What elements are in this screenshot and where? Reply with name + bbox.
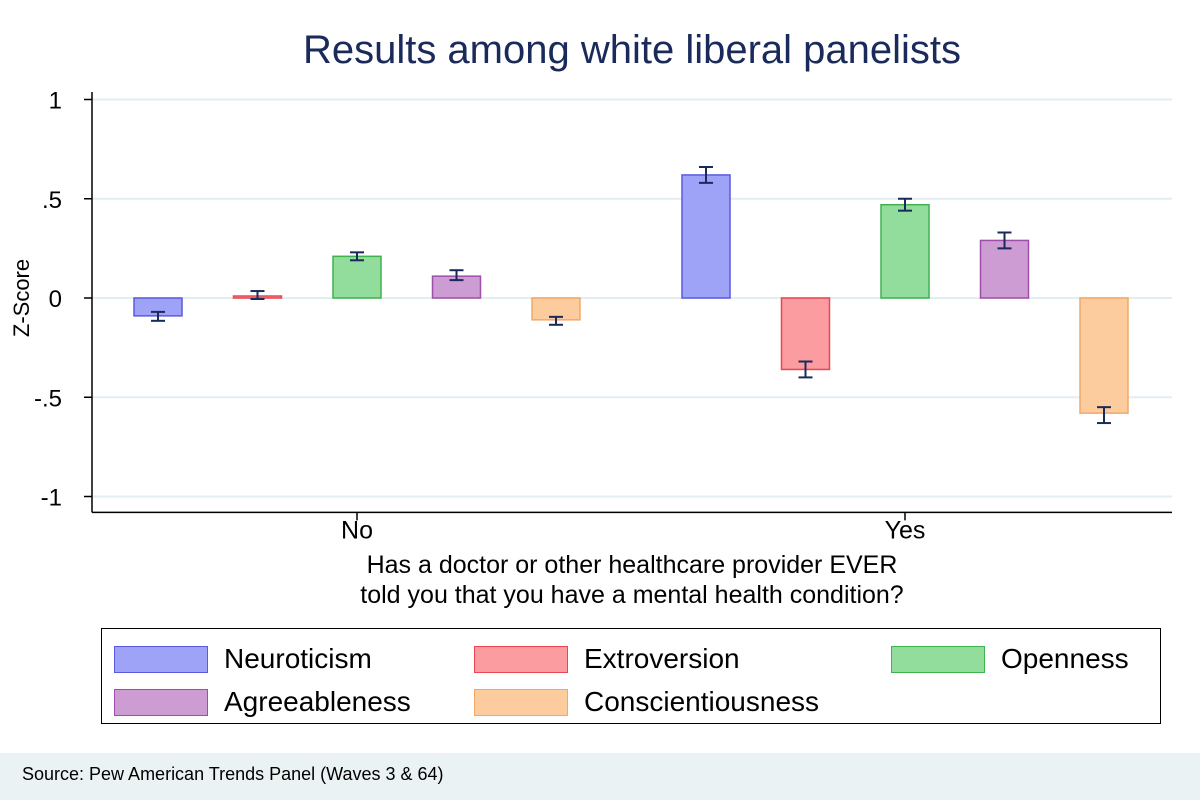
source-note: Source: Pew American Trends Panel (Waves… [22,764,444,784]
legend-swatch-openness [891,645,985,673]
legend-item-conscientiousness: Conscientiousness [474,686,819,718]
chart-panel: Results among white liberal panelists Z-… [0,0,1200,753]
x-axis-label: Has a doctor or other healthcare provide… [92,550,1172,610]
y-tick-label-4: -1 [41,485,62,512]
x-axis-label-line-1: Has a doctor or other healthcare provide… [366,551,898,579]
x-tick-label-no: No [341,516,373,544]
x-tick-label-yes: Yes [885,516,926,544]
bar-extroversion-yes [780,297,831,371]
legend-swatch-conscientiousness [474,688,568,716]
y-tick-label-2: 0 [49,286,62,313]
legend: Neuroticism Extroversion Openness Agreea… [101,628,1161,724]
bar-conscientiousness-yes [1079,297,1129,414]
legend-item-extroversion: Extroversion [474,643,740,675]
legend-label-openness: Openness [1001,643,1129,674]
bar-openness-yes [880,203,930,299]
x-axis-label-line-2: told you that you have a mental health c… [360,581,904,609]
legend-label-extroversion: Extroversion [584,643,740,674]
legend-label-agreeableness: Agreeableness [224,686,411,717]
y-tick-label-0: 1 [49,88,62,115]
bar-neuroticism-yes [681,174,731,299]
legend-label-conscientiousness: Conscientiousness [584,686,820,717]
legend-label-neuroticism: Neuroticism [224,643,372,674]
legend-item-agreeableness: Agreeableness [114,686,411,718]
legend-swatch-neuroticism [114,645,208,673]
legend-item-openness: Openness [891,643,1129,675]
plot-area: 1 .5 0 -.5 -1 No Yes [34,88,1172,544]
bar-agreeableness-yes [979,239,1030,299]
legend-swatch-agreeableness [114,688,208,716]
legend-item-neuroticism: Neuroticism [114,643,372,675]
chart-title: Results among white liberal panelists [302,28,962,72]
legend-swatch-extroversion [474,645,568,673]
y-tick-label-1: .5 [42,187,62,214]
bar-openness-no [332,255,382,299]
y-tick-label-3: -.5 [34,385,62,412]
